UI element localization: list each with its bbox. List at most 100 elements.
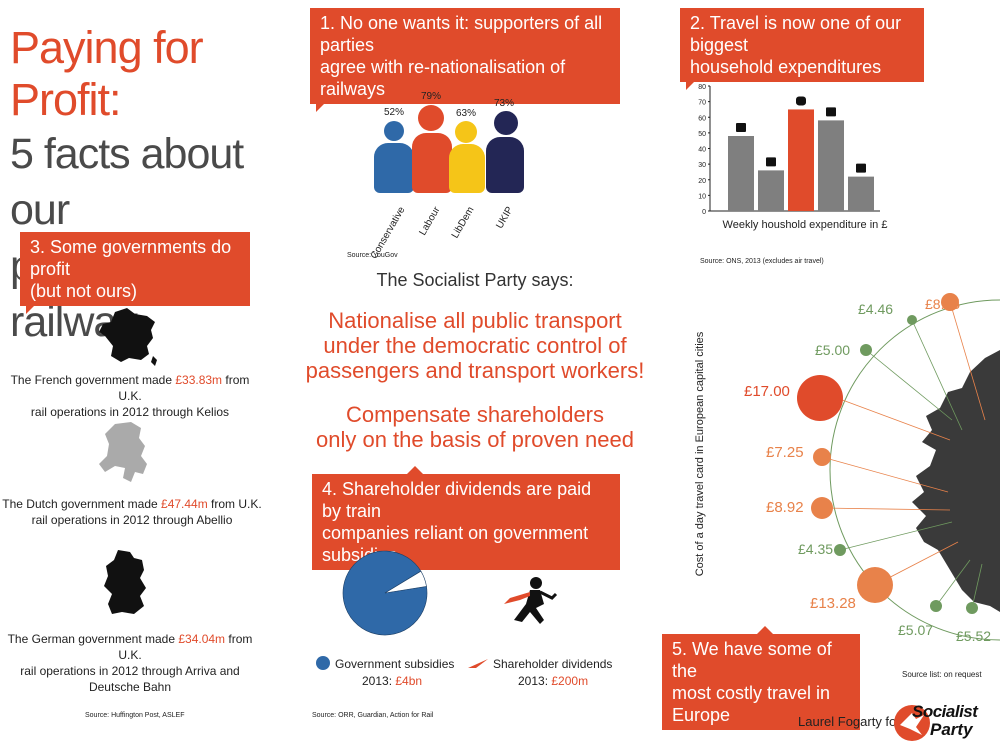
legend-subsidies-swatch: [316, 656, 330, 670]
bar-food: [818, 120, 844, 211]
price-label-1: £8.75: [925, 296, 961, 312]
energy-icon: [766, 157, 776, 167]
pct-ukip: 73%: [493, 98, 514, 109]
netherlands-caption: The Dutch government made £47.44m from U…: [2, 496, 262, 528]
logo-text-party: Party: [930, 720, 973, 739]
germany-text-post: from U.K.: [118, 632, 253, 662]
clothing-icon: [856, 163, 866, 173]
france-text-post: from U.K.: [118, 373, 250, 403]
runner-icon: [504, 577, 558, 624]
car-icon: [796, 96, 806, 106]
fact2-source: Source: ONS, 2013 (excludes air travel): [700, 258, 824, 265]
fact4-source: Source: ORR, Guardian, Action for Rail: [312, 712, 434, 719]
price-label-3: £5.00: [815, 342, 851, 358]
price-label-9: £5.07: [898, 622, 934, 638]
fact2-banner: 2. Travel is now one of our biggest hous…: [680, 8, 924, 90]
fact5-source: Source list: on request: [902, 670, 982, 679]
demand1-line3: passengers and transport workers!: [305, 358, 645, 383]
fact4-heading-line1: 4. Shareholder dividends are paid by tra…: [322, 479, 592, 521]
price-label-10: £5.52: [956, 628, 992, 644]
fact1-source: Source: YouGov: [347, 252, 398, 259]
y-tick-label: 80: [698, 84, 706, 91]
subsidy-pie-chart: [342, 550, 428, 636]
y-tick-label: 0: [702, 209, 706, 216]
demand2-line1: Compensate shareholders: [345, 402, 605, 427]
logo-star-icon: [894, 705, 930, 741]
europe-map-icon: [912, 350, 1000, 612]
logo-text-socialist: Socialist: [912, 702, 978, 721]
germany-text-line2: rail operations in 2012 through Arriva a…: [20, 664, 240, 678]
y-tick-label: 10: [698, 193, 706, 200]
fact5-banner: 5. We have some of the most costly trave…: [662, 626, 860, 730]
fact4-banner: 4. Shareholder dividends are paid by tra…: [312, 466, 620, 570]
party-figures: 52% 79% 63% 73%: [360, 90, 540, 260]
pct-conservative: 52%: [383, 107, 404, 118]
france-map-icon: [99, 308, 157, 366]
socialist-says: The Socialist Party says:: [376, 270, 574, 290]
demand1-line2: under the democratic control of: [323, 333, 627, 358]
socialist-party-logo: Socialist Party: [892, 700, 996, 746]
bar-clothing: [848, 176, 874, 211]
title-line-1: Paying for Profit:: [10, 22, 204, 125]
credit-author: Laurel Fogarty for: [798, 714, 901, 729]
house-icon: [736, 123, 746, 132]
demand-compensate: Compensate shareholders only on the basi…: [295, 402, 655, 452]
netherlands-text-pre: The Dutch government made: [2, 497, 162, 511]
demand1-line1: Nationalise all public transport: [328, 308, 622, 333]
pct-labour: 79%: [420, 91, 441, 102]
chart-xlabel: Weekly houshold expenditure in £: [723, 219, 888, 231]
libdem-body: [449, 144, 485, 193]
fact5-axis-label: Cost of a day travel card in European ca…: [694, 331, 706, 577]
fact1-banner: 1. No one wants it: supporters of all pa…: [310, 8, 620, 112]
y-tick-label: 70: [698, 100, 706, 107]
germany-map-icon: [104, 550, 146, 614]
libdem-head: [455, 121, 477, 143]
fact3-banner: 3. Some governments do profit (but not o…: [20, 232, 250, 314]
price-label-6: £8.92: [766, 499, 804, 516]
price-label-8: £13.28: [810, 595, 856, 612]
fact3-heading-line1: 3. Some governments do profit: [30, 237, 232, 279]
bar-car: [788, 109, 814, 211]
fact5-heading-line1: 5. We have some of the: [672, 639, 832, 681]
fact1-heading-line2: agree with re-nationalisation of railway…: [320, 57, 566, 99]
legend-dividends-amount: £200m: [551, 674, 589, 688]
france-text-line2: rail operations in 2012 through Kelios: [30, 405, 230, 419]
demand2-line2: only on the basis of proven need: [315, 427, 634, 452]
fact2-heading-line1: 2. Travel is now one of our biggest: [690, 13, 902, 55]
y-tick-label: 30: [698, 162, 706, 169]
bar-energy: [758, 170, 784, 211]
y-tick-label: 60: [698, 115, 706, 122]
legend-subsidies-amount: £4bn: [395, 674, 423, 688]
chart-bars: [728, 109, 874, 211]
price-label-4: £17.00: [744, 383, 790, 400]
price-label-2: £4.46: [858, 301, 894, 317]
europe-cost-map: [797, 293, 1000, 641]
y-tick-label: 40: [698, 147, 706, 154]
fact1-heading-line1: 1. No one wants it: supporters of all pa…: [320, 13, 603, 55]
legend-subsidies-year: 2013:: [362, 674, 396, 688]
conservative-head: [384, 121, 404, 141]
netherlands-text-post: from U.K.: [207, 497, 262, 511]
france-caption: The French government made £33.83m from …: [0, 372, 260, 420]
netherlands-amount: £47.44m: [161, 497, 208, 511]
ukip-head: [494, 111, 518, 135]
expenditure-chart: 0 10 20 30 40 50 60 70 80 Weekly houshold expend…: [698, 84, 888, 231]
price-label-7: £4.35: [798, 541, 834, 557]
labour-body: [412, 133, 452, 193]
title-line-2: 5 facts about our: [10, 130, 244, 234]
ukip-body: [486, 137, 524, 193]
food-icon: [826, 107, 836, 117]
fact5-heading-line2: most costly travel in Europe: [672, 683, 831, 725]
germany-text-pre: The German government made: [7, 632, 179, 646]
y-tick-label: 20: [698, 178, 706, 185]
france-amount: £33.83m: [175, 373, 223, 387]
legend-subsidies: Government subsidies 2013: £4bn: [316, 656, 476, 690]
pct-libdem: 63%: [455, 108, 476, 119]
legend-dividends-swatch: [468, 659, 488, 668]
fact2-heading-line2: household expenditures: [690, 57, 882, 77]
bar-house: [728, 136, 754, 211]
germany-caption: The German government made £34.04m from …: [0, 631, 260, 695]
demand-nationalise: Nationalise all public transport under t…: [295, 308, 655, 383]
germany-amount: £34.04m: [178, 632, 226, 646]
netherlands-text-line2: rail operations in 2012 through Abellio: [31, 513, 233, 527]
